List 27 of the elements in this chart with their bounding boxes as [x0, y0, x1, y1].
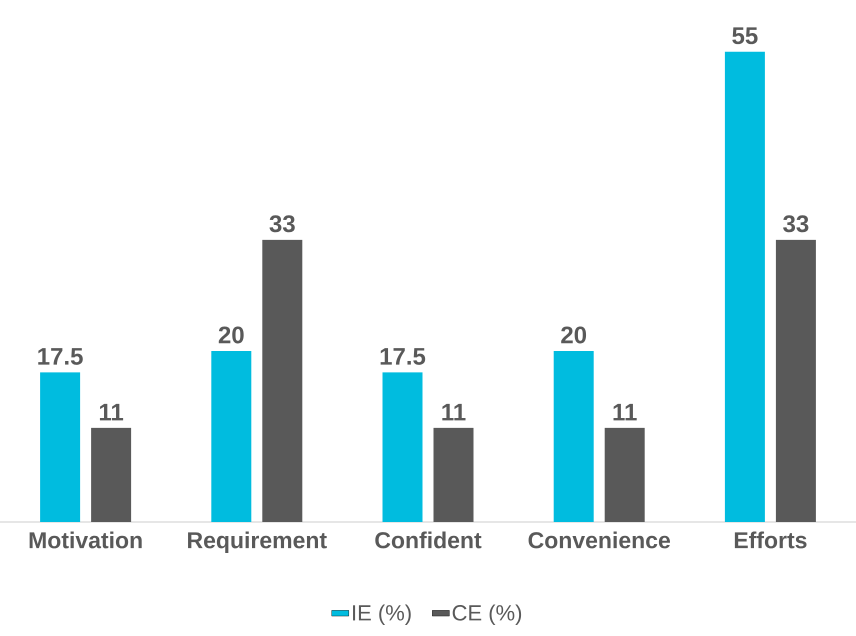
bar [382, 372, 423, 522]
bar [604, 428, 645, 522]
bar [211, 350, 252, 522]
bar [554, 350, 594, 522]
x-tick-label: Confident [375, 532, 482, 548]
bar [776, 240, 816, 522]
legend-label: IE (%) [353, 604, 411, 625]
data-label: 11 [614, 404, 637, 420]
data-label: 11 [442, 404, 466, 420]
data-label: 55 [732, 27, 758, 44]
x-tick-label: Requirement [188, 532, 327, 553]
bar [262, 240, 302, 522]
data-label: 17.5 [38, 348, 83, 365]
bar [724, 52, 765, 522]
bar [434, 428, 474, 522]
x-tick-label: Motivation [30, 532, 142, 548]
data-label: 20 [218, 326, 244, 344]
bar [91, 428, 132, 522]
data-label: 33 [783, 215, 808, 232]
legend-label: CE (%) [452, 604, 522, 625]
x-tick-label: Convenience [528, 532, 670, 548]
data-label: 11 [100, 404, 124, 420]
data-label: 20 [561, 326, 586, 344]
data-label: 33 [270, 215, 295, 232]
data-label: 17.5 [380, 348, 426, 365]
x-tick-label: Efforts [734, 532, 807, 548]
bar [40, 372, 80, 522]
